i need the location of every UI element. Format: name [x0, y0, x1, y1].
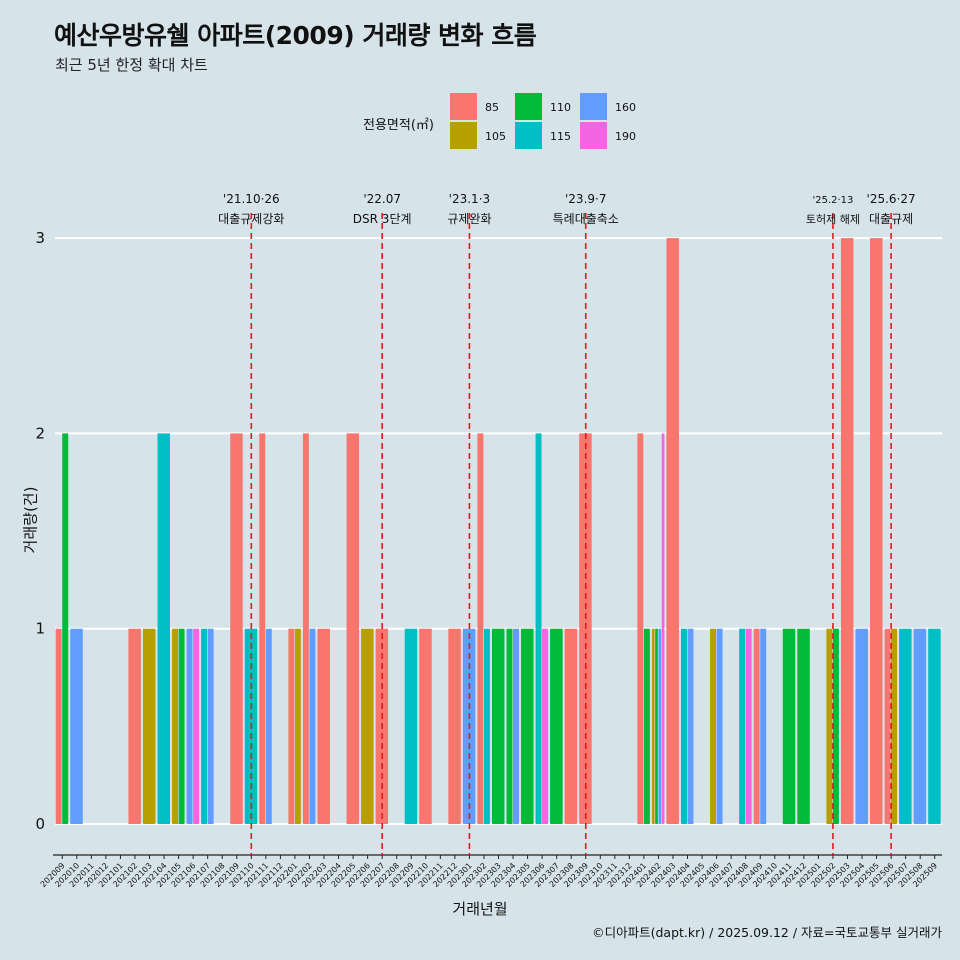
bar-202402-160	[658, 628, 662, 824]
bar-202306-115	[535, 433, 542, 824]
y-tick-label: 2	[35, 424, 45, 442]
legend-swatch-85	[450, 93, 477, 120]
credit-line: ©디아파트(dapt.kr) / 2025.09.12 / 자료=국토교통부 실…	[592, 925, 942, 940]
bar-202307-110	[550, 628, 563, 824]
bar-202205-85	[346, 433, 360, 824]
bar-202303-110	[491, 628, 505, 824]
bar-202402-105	[651, 628, 655, 824]
bar-202105-105	[172, 628, 178, 824]
bar-202308-85	[564, 628, 578, 824]
bar-202009-85	[55, 628, 62, 824]
event-date-label: '22.07	[363, 192, 401, 206]
bar-202010-160	[70, 628, 83, 824]
bar-202102-85	[128, 628, 141, 824]
bar-202406-160	[716, 628, 723, 824]
legend-label-85: 85	[485, 101, 499, 114]
bar-202408-115	[739, 628, 746, 824]
bar-202401-110	[643, 628, 650, 824]
bar-202508-160	[913, 628, 927, 824]
legend-swatch-110	[515, 93, 542, 120]
bar-202206-105	[361, 628, 374, 824]
bar-202402-110	[655, 628, 658, 824]
x-axis-title: 거래년월	[452, 900, 508, 918]
bar-202106-160	[186, 628, 193, 824]
chart-title: 예산우방유쉘 아파트(2009) 거래량 변화 흐름	[54, 21, 537, 50]
legend-swatch-160	[580, 93, 607, 120]
bar-202109-85	[230, 433, 243, 824]
bar-202306-190	[542, 628, 549, 824]
legend-label-190: 190	[615, 130, 636, 143]
bar-202202-160	[309, 628, 316, 824]
event-name-label: DSR 3단계	[353, 212, 412, 226]
bar-202403-85	[666, 238, 679, 825]
y-tick-label: 0	[35, 815, 45, 833]
event-date-label: '23.1·3	[449, 192, 490, 206]
legend-title: 전용면적(㎡)	[363, 118, 434, 133]
bar-202506-85	[884, 628, 891, 824]
bar-202105-110	[178, 628, 185, 824]
chart-subtitle: 최근 5년 한정 확대 차트	[55, 56, 208, 74]
event-name-label: 특례대출축소	[553, 212, 619, 226]
bar-202107-160	[207, 628, 214, 824]
bar-202502-110	[832, 628, 839, 824]
bar-202404-160	[687, 628, 694, 824]
bar-202210-85	[419, 628, 432, 824]
legend-label-160: 160	[615, 101, 636, 114]
bar-202111-160	[265, 628, 272, 824]
bar-202209-115	[404, 628, 418, 824]
bar-202509-115	[928, 628, 941, 824]
bar-202505-85	[870, 238, 883, 825]
bar-202404-115	[680, 628, 687, 824]
event-date-label: '21.10·26	[223, 192, 280, 206]
bar-202202-85	[302, 433, 309, 824]
y-tick-label: 1	[35, 620, 45, 638]
bar-202408-190	[745, 628, 752, 824]
bar-202411-110	[782, 628, 796, 824]
event-date-label: '25.2·13	[812, 195, 853, 206]
bar-202304-160	[513, 628, 519, 824]
event-date-label: '23.9·7	[565, 192, 606, 206]
bar-202302-85	[477, 433, 484, 824]
bar-202302-115	[483, 628, 490, 824]
legend-swatch-115	[515, 122, 542, 149]
y-tick-label: 3	[35, 229, 45, 247]
bar-202201-85	[288, 628, 295, 824]
bar-202409-85	[753, 628, 760, 824]
bar-202401-85	[637, 433, 644, 824]
bar-202009-110	[62, 433, 69, 824]
bar-202103-105	[142, 628, 156, 824]
event-name-label: 규제완화	[447, 212, 491, 226]
event-date-label: '25.6·27	[867, 192, 916, 206]
bar-202502-105	[826, 628, 833, 824]
event-name-label: 토허제 해제	[806, 212, 860, 226]
bar-202212-85	[448, 628, 461, 824]
bar-202203-85	[317, 628, 330, 824]
legend-label-115: 115	[550, 130, 571, 143]
legend-label-105: 105	[485, 130, 506, 143]
bar-202402-190	[661, 433, 665, 824]
event-name-label: 대출규제강화	[218, 212, 284, 226]
bar-202506-105	[891, 628, 898, 824]
bar-202412-110	[797, 628, 810, 824]
bar-202406-105	[710, 628, 717, 824]
bar-202104-115	[157, 433, 171, 824]
bar-202305-110	[521, 628, 534, 824]
event-name-label: 대출규제	[869, 212, 913, 226]
legend-swatch-105	[450, 122, 477, 149]
legend-swatch-190	[580, 122, 607, 149]
bar-202201-105	[294, 628, 301, 824]
bar-202111-85	[259, 433, 266, 824]
bar-202503-85	[840, 238, 854, 825]
bar-202304-110	[506, 628, 513, 824]
bar-202409-160	[760, 628, 767, 824]
legend-label-110: 110	[550, 101, 571, 114]
bar-202106-190	[193, 628, 200, 824]
bar-202504-160	[855, 628, 868, 824]
bar-202107-115	[201, 628, 208, 824]
bar-202507-115	[899, 628, 912, 824]
